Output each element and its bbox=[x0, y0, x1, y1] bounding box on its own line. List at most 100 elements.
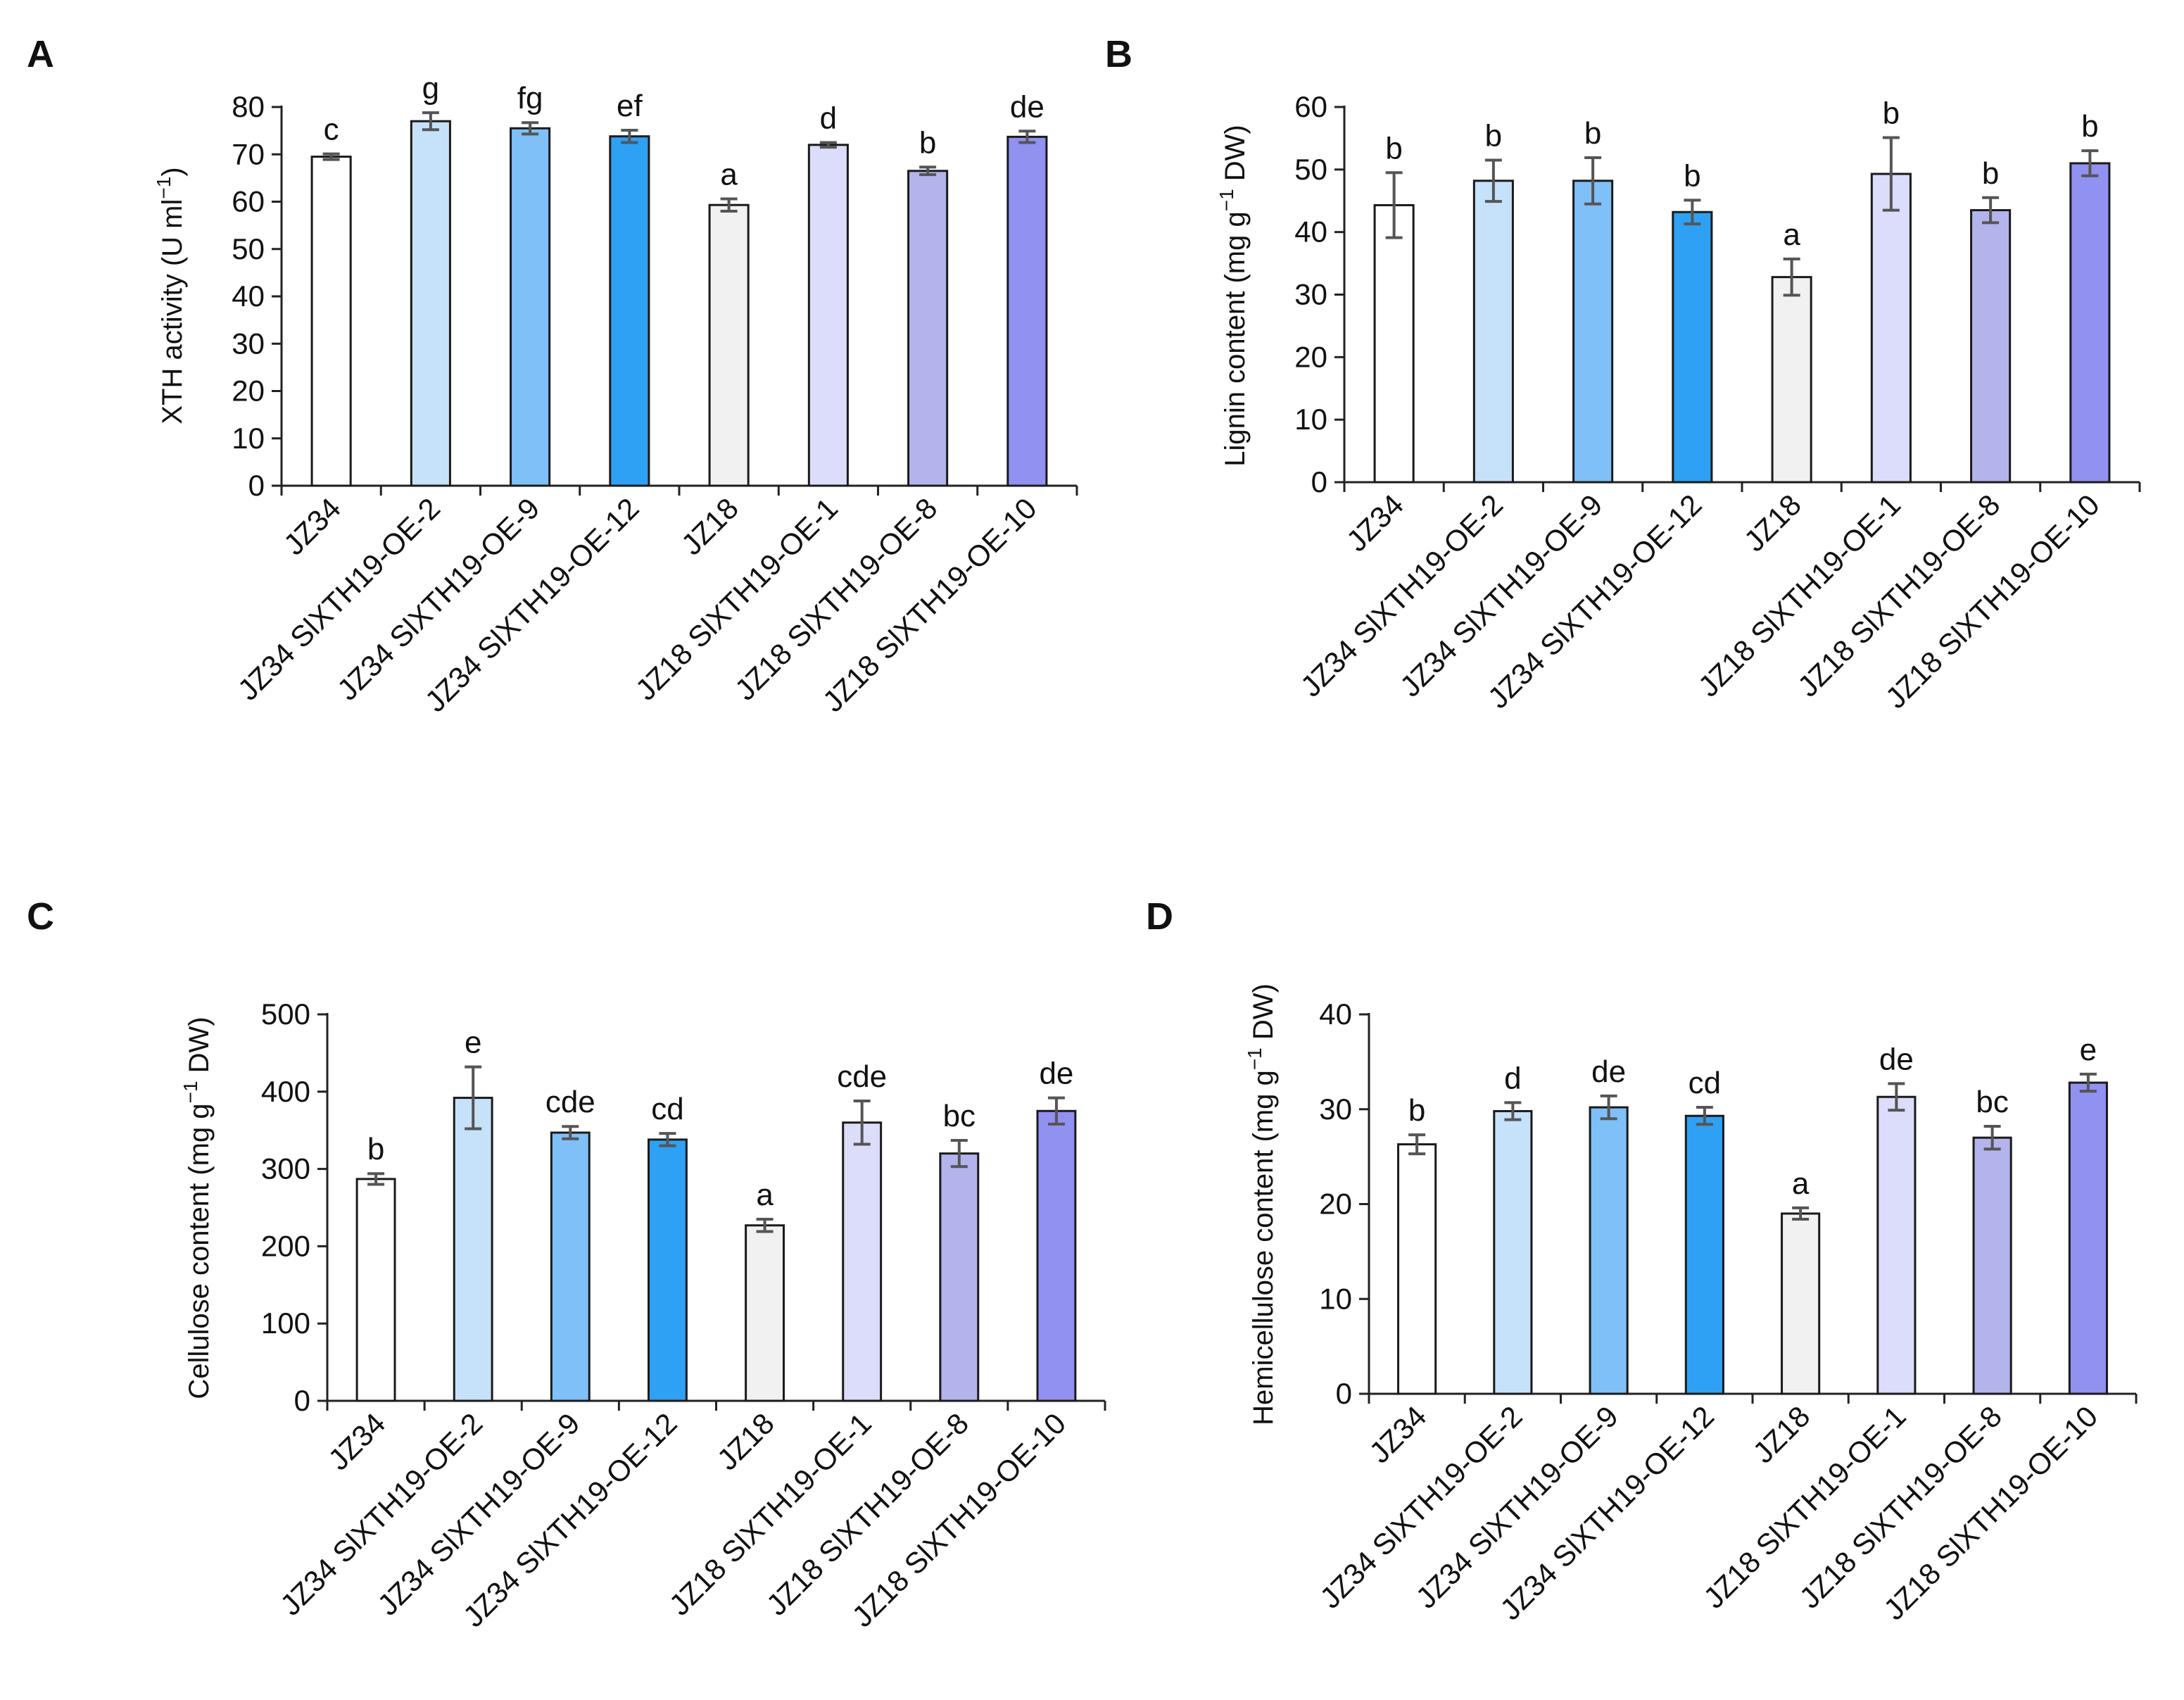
bar bbox=[510, 127, 551, 487]
y-tick-label: 20 bbox=[232, 374, 265, 408]
y-tick-label: 50 bbox=[232, 232, 265, 265]
significance-letter: b bbox=[367, 1132, 384, 1166]
bar bbox=[842, 1121, 883, 1402]
y-axis-title: XTH activity (U ml−1) bbox=[153, 167, 188, 424]
significance-letter: b bbox=[1408, 1093, 1425, 1128]
significance-letter: cde bbox=[545, 1085, 595, 1119]
significance-letter: de bbox=[1039, 1057, 1073, 1091]
significance-letter: b bbox=[919, 125, 936, 160]
bar bbox=[745, 1224, 785, 1402]
significance-letter: de bbox=[1010, 89, 1044, 124]
bar bbox=[1493, 1109, 1533, 1395]
bar bbox=[1781, 1212, 1821, 1395]
y-tick-label: 30 bbox=[1319, 1093, 1352, 1126]
y-axis-title: Hemicellulose content (mg g−1 DW) bbox=[1244, 983, 1279, 1425]
significance-letter: de bbox=[1591, 1054, 1626, 1089]
y-axis-title-superscript: −1 bbox=[1244, 1047, 1265, 1070]
bar bbox=[907, 170, 949, 487]
y-axis-title-end: DW) bbox=[1248, 983, 1279, 1047]
bar bbox=[1397, 1143, 1437, 1395]
significance-letter: b bbox=[1883, 96, 1900, 131]
y-axis-title-main: Cellulose content (mg g bbox=[184, 1103, 215, 1399]
y-tick-label: 30 bbox=[232, 327, 265, 360]
bar bbox=[1771, 276, 1812, 484]
chart-panel-c: C 0 100 200 300 400 500 Cellulose content (mg g… bbox=[27, 895, 1106, 1633]
y-tick-label: 10 bbox=[1319, 1282, 1352, 1315]
y-tick-label: 40 bbox=[1319, 997, 1352, 1031]
panel-letter: C bbox=[27, 895, 54, 938]
y-tick-label: 0 bbox=[248, 469, 265, 502]
category-label: JZ18 bbox=[711, 1406, 781, 1476]
y-tick-label: 200 bbox=[261, 1229, 310, 1262]
bar bbox=[1972, 1136, 2012, 1395]
bar bbox=[550, 1131, 591, 1402]
significance-letter: a bbox=[1783, 218, 1800, 252]
significance-letter: cd bbox=[651, 1092, 683, 1126]
panel-letter: B bbox=[1105, 33, 1132, 75]
bar bbox=[609, 135, 650, 487]
y-tick-label: 80 bbox=[232, 90, 265, 123]
significance-letter: a bbox=[756, 1178, 774, 1212]
significance-letter: fg bbox=[517, 81, 543, 115]
y-tick-label: 30 bbox=[1294, 278, 1327, 311]
significance-letter: ef bbox=[617, 89, 643, 123]
bar bbox=[355, 1178, 396, 1402]
panel-letter: D bbox=[1146, 895, 1173, 938]
y-tick-label: 40 bbox=[1294, 215, 1327, 248]
category-label: JZ34 bbox=[1363, 1399, 1432, 1469]
bar bbox=[1572, 180, 1614, 484]
bar bbox=[939, 1152, 980, 1402]
significance-letter: e bbox=[465, 1026, 481, 1060]
y-tick-label: 40 bbox=[232, 279, 265, 313]
significance-letter: e bbox=[2080, 1033, 2097, 1067]
category-label: JZ18 bbox=[1738, 488, 1807, 558]
significance-letter: d bbox=[820, 101, 837, 135]
bar bbox=[1373, 203, 1415, 484]
bar bbox=[453, 1097, 493, 1402]
significance-letter: cd bbox=[1689, 1066, 1721, 1100]
y-tick-label: 100 bbox=[261, 1307, 310, 1340]
chart-panel-b: B 0 10 20 30 40 50 60 Lignin content (mg g−1 DW)… bbox=[1105, 33, 2141, 714]
y-tick-label: 400 bbox=[261, 1075, 310, 1108]
y-axis-title-end: DW) bbox=[1220, 125, 1251, 189]
y-tick-label: 10 bbox=[1294, 403, 1327, 436]
y-axis-title-end: DW) bbox=[184, 1016, 215, 1081]
y-axis-title-main: Lignin content (mg g bbox=[1220, 211, 1251, 466]
significance-letter: b bbox=[2081, 109, 2098, 144]
category-label: JZ34 bbox=[322, 1406, 391, 1476]
y-axis-title-main: XTH activity (U ml bbox=[157, 199, 188, 424]
y-tick-label: 0 bbox=[294, 1384, 310, 1417]
category-label: JZ18 bbox=[1746, 1399, 1816, 1469]
bar bbox=[1672, 210, 1713, 484]
bar bbox=[1876, 1095, 1917, 1395]
category-label: JZ18 bbox=[675, 491, 745, 561]
bar bbox=[1589, 1106, 1629, 1395]
y-tick-label: 20 bbox=[1294, 340, 1327, 373]
significance-letter: b bbox=[1584, 116, 1601, 151]
category-label: JZ34 bbox=[277, 491, 347, 561]
y-tick-label: 10 bbox=[232, 422, 265, 455]
bar bbox=[410, 120, 451, 487]
y-axis-title-superscript: −1 bbox=[179, 1081, 201, 1103]
significance-letter: b bbox=[1485, 119, 1502, 153]
y-axis-title-end: ) bbox=[157, 167, 188, 176]
bar bbox=[648, 1138, 688, 1402]
bar bbox=[708, 203, 750, 487]
bar bbox=[1870, 172, 1912, 484]
significance-letter: g bbox=[422, 71, 439, 106]
significance-letter: bc bbox=[1976, 1085, 2008, 1119]
y-tick-label: 50 bbox=[1294, 153, 1327, 186]
significance-letter: a bbox=[720, 157, 738, 191]
bar bbox=[1684, 1114, 1724, 1395]
significance-letter: b bbox=[1684, 158, 1700, 193]
y-tick-label: 0 bbox=[1336, 1377, 1352, 1410]
significance-letter: b bbox=[1385, 131, 1402, 165]
bar bbox=[2069, 162, 2111, 484]
significance-letter: bc bbox=[943, 1099, 976, 1133]
y-axis-title-superscript: −1 bbox=[1216, 189, 1237, 211]
bar bbox=[2068, 1081, 2108, 1395]
bar bbox=[807, 144, 849, 487]
significance-letter: cde bbox=[837, 1059, 887, 1094]
bar bbox=[1970, 209, 2012, 484]
